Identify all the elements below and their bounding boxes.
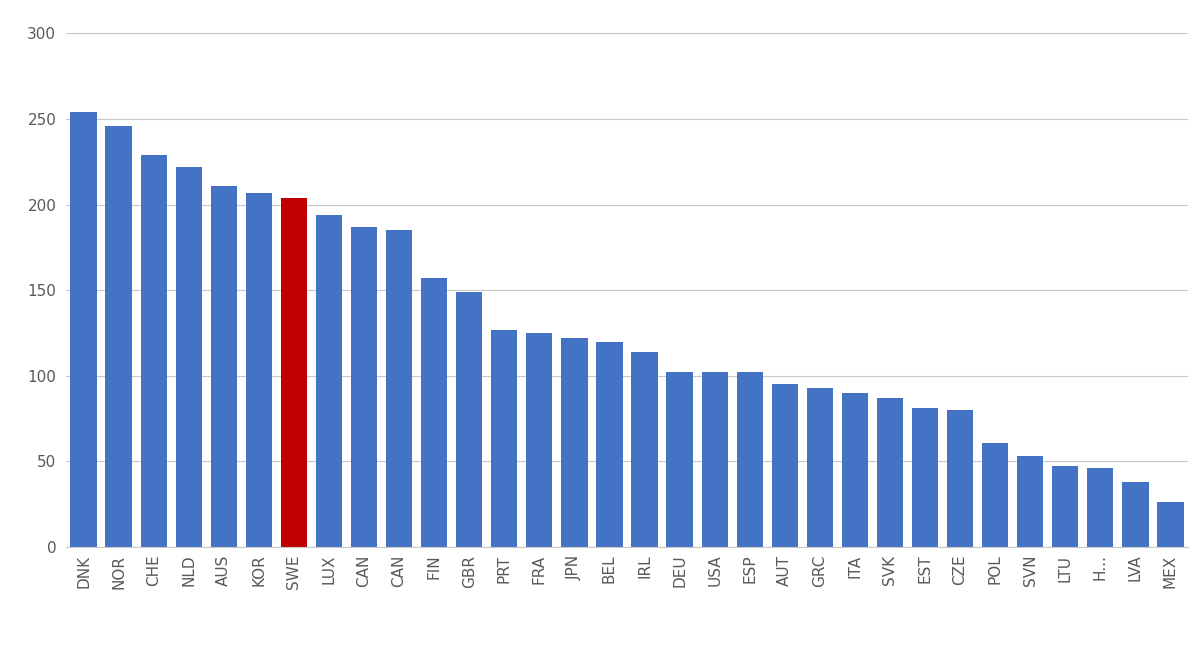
Bar — [877, 398, 904, 547]
Bar — [562, 338, 588, 547]
Bar — [737, 372, 763, 547]
Bar — [631, 352, 658, 547]
Bar — [982, 442, 1008, 547]
Bar — [526, 333, 552, 547]
Bar — [386, 230, 413, 547]
Bar — [350, 227, 377, 547]
Bar — [841, 393, 868, 547]
Bar — [702, 372, 728, 547]
Bar — [912, 408, 938, 547]
Bar — [316, 215, 342, 547]
Bar — [106, 126, 132, 547]
Bar — [1087, 468, 1114, 547]
Bar — [281, 197, 307, 547]
Bar — [772, 384, 798, 547]
Bar — [1052, 466, 1079, 547]
Bar — [71, 112, 97, 547]
Bar — [211, 185, 236, 547]
Bar — [175, 167, 202, 547]
Bar — [1157, 502, 1183, 547]
Bar — [456, 292, 482, 547]
Bar — [947, 410, 973, 547]
Bar — [806, 388, 833, 547]
Bar — [246, 193, 272, 547]
Bar — [596, 342, 623, 547]
Bar — [140, 155, 167, 547]
Bar — [491, 329, 517, 547]
Bar — [421, 278, 448, 547]
Bar — [666, 372, 692, 547]
Bar — [1122, 482, 1148, 547]
Bar — [1018, 456, 1043, 547]
